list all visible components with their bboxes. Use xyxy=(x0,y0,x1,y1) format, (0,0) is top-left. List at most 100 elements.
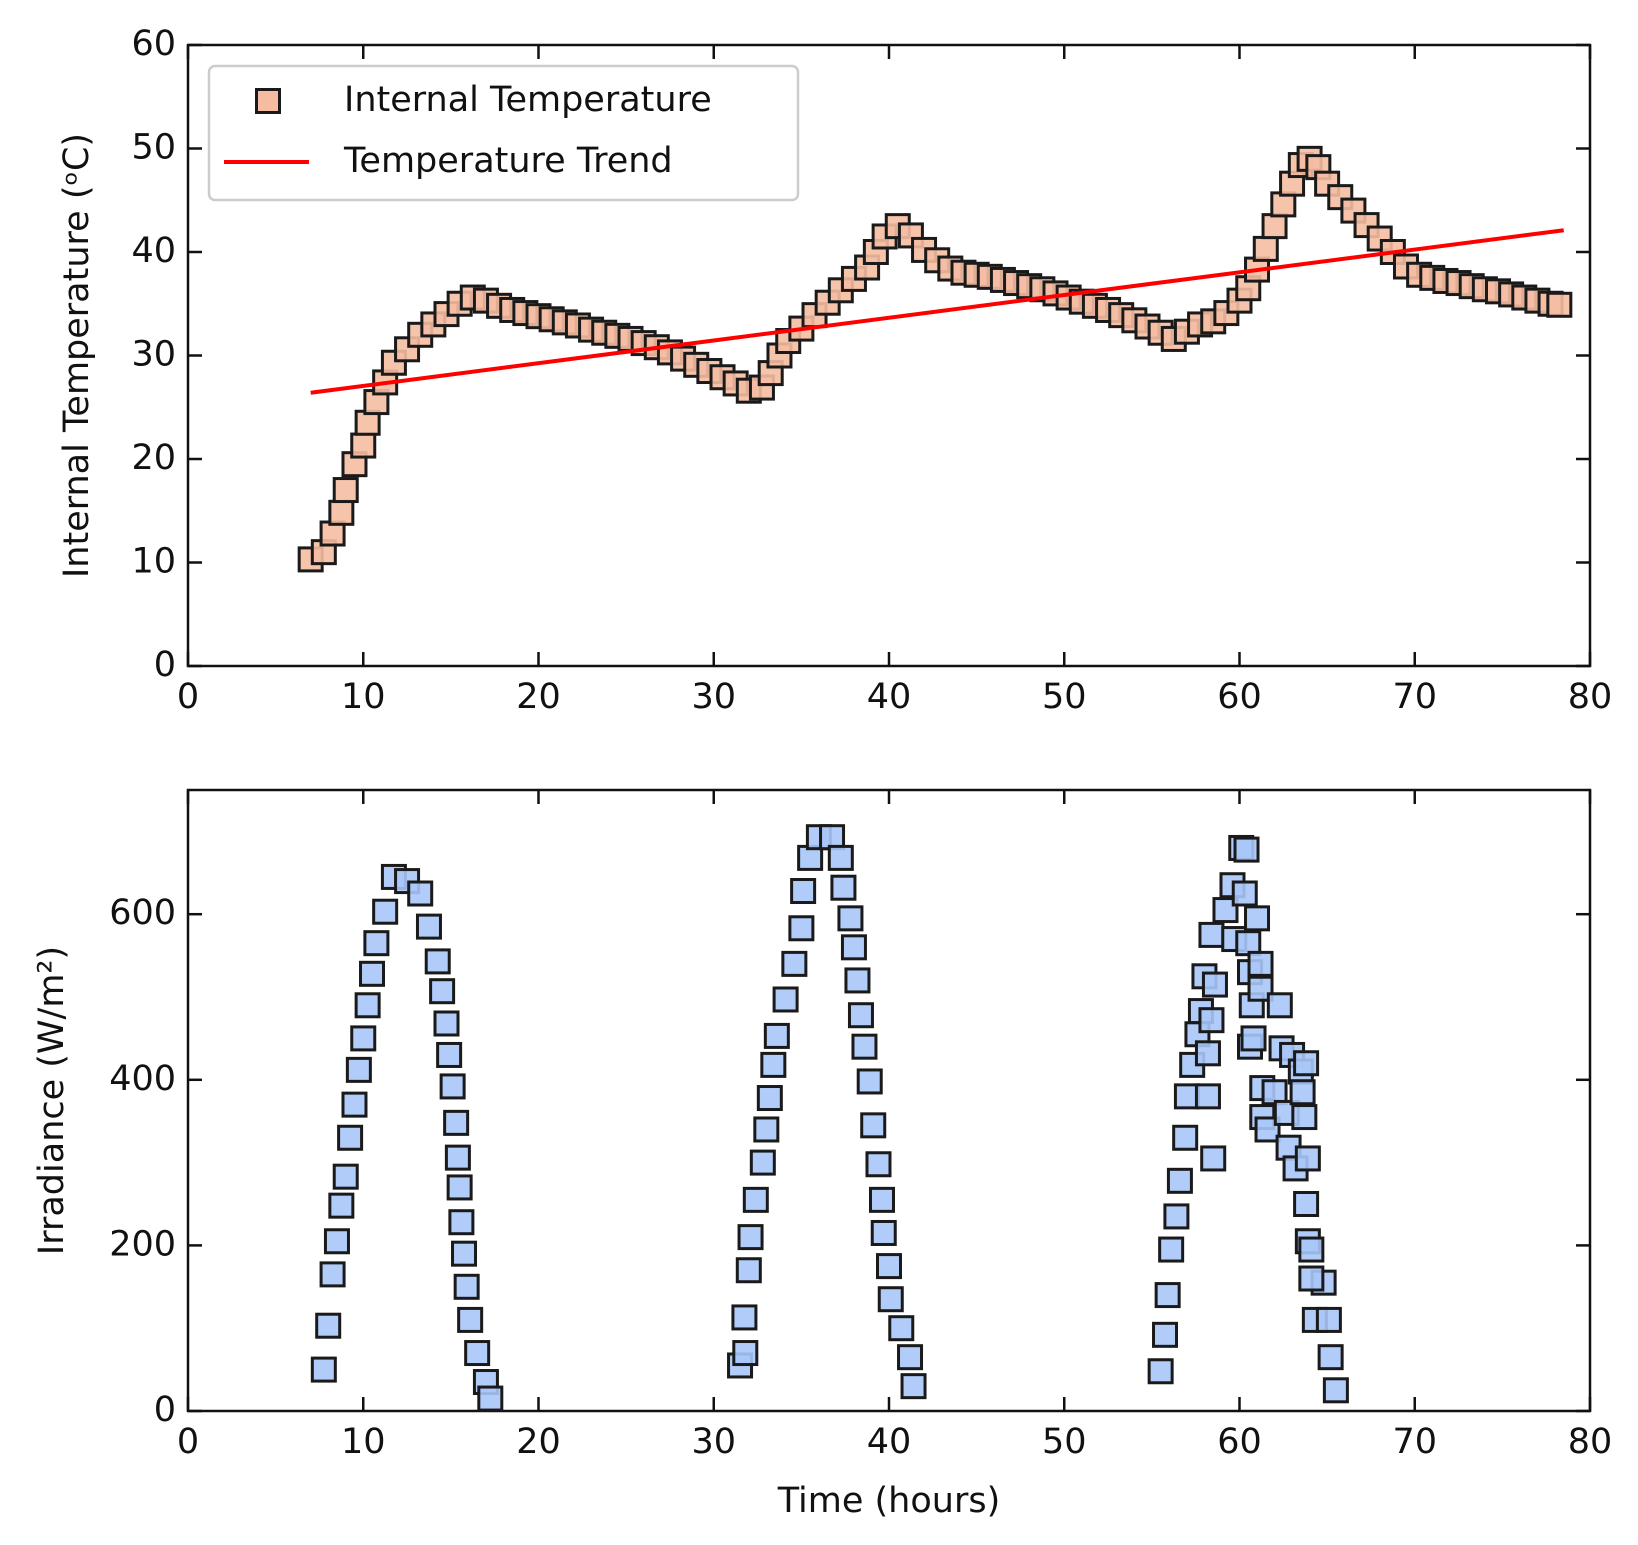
marker xyxy=(876,1253,902,1280)
marker xyxy=(1289,1079,1316,1106)
marker xyxy=(1247,950,1274,977)
marker xyxy=(897,1344,924,1371)
marker xyxy=(756,1085,783,1112)
y-tick-label: 200 xyxy=(109,1224,176,1264)
marker xyxy=(851,1033,878,1060)
x-axis-label: Time (hours) xyxy=(777,1481,1001,1521)
marker xyxy=(1158,1236,1185,1263)
marker xyxy=(444,1144,471,1171)
y-tick-label: 20 xyxy=(131,438,176,478)
marker xyxy=(1166,1167,1193,1194)
marker xyxy=(436,1041,463,1068)
marker xyxy=(439,1073,466,1100)
y-tick-label: 50 xyxy=(131,128,176,168)
marker xyxy=(781,950,808,977)
marker xyxy=(448,1209,475,1236)
x-tick-label: 80 xyxy=(1568,1422,1613,1462)
marker xyxy=(1322,1377,1349,1404)
y-tick-label: 40 xyxy=(131,231,176,271)
marker xyxy=(345,1056,372,1083)
marker xyxy=(350,432,377,459)
marker xyxy=(790,878,817,905)
marker xyxy=(847,1002,874,1029)
marker xyxy=(415,913,442,940)
marker xyxy=(1266,992,1293,1019)
marker xyxy=(1154,1282,1181,1309)
marker xyxy=(328,1192,355,1219)
marker xyxy=(731,1304,758,1331)
marker xyxy=(359,960,386,987)
marker xyxy=(1546,291,1573,318)
marker xyxy=(1231,880,1258,907)
marker xyxy=(464,1340,491,1367)
marker xyxy=(337,1124,364,1151)
marker xyxy=(1291,1104,1318,1131)
x-tick-label: 30 xyxy=(691,677,736,717)
marker xyxy=(860,1112,887,1139)
y-tick-label: 60 xyxy=(131,24,176,64)
marker xyxy=(433,1010,460,1037)
x-tick-label: 40 xyxy=(867,677,912,717)
marker xyxy=(763,1022,790,1049)
marker xyxy=(363,930,390,957)
marker xyxy=(446,1174,473,1201)
marker xyxy=(1198,921,1225,948)
marker xyxy=(1315,1306,1342,1333)
x-tick-label: 10 xyxy=(341,1422,386,1462)
marker xyxy=(1240,1025,1267,1052)
marker xyxy=(900,1373,927,1400)
y-axis-label: Internal Temperature (ᵒC) xyxy=(57,133,97,578)
marker xyxy=(1298,1265,1325,1292)
marker xyxy=(1298,1236,1325,1263)
marker xyxy=(737,1224,764,1251)
x-tick-label: 30 xyxy=(691,1422,736,1462)
x-tick-label: 60 xyxy=(1217,677,1262,717)
legend-box xyxy=(207,64,800,202)
marker xyxy=(1198,1007,1225,1034)
marker xyxy=(1244,905,1271,932)
marker xyxy=(332,477,359,504)
marker xyxy=(407,880,434,907)
marker xyxy=(354,992,381,1019)
y-tick-label: 30 xyxy=(131,335,176,375)
marker xyxy=(856,1068,883,1095)
marker xyxy=(1194,1083,1221,1110)
y-axis-label: Irradiance (W/m²) xyxy=(32,946,72,1255)
marker xyxy=(868,1186,895,1213)
marker xyxy=(1247,975,1274,1002)
marker xyxy=(1254,1116,1281,1143)
y-tick-label: 400 xyxy=(109,1059,176,1099)
x-tick-label: 70 xyxy=(1392,677,1437,717)
marker xyxy=(888,1315,915,1342)
marker xyxy=(332,1163,359,1190)
x-tick-label: 80 xyxy=(1568,677,1613,717)
marker xyxy=(732,1340,759,1367)
marker xyxy=(1293,1050,1320,1077)
marker xyxy=(1252,235,1279,262)
x-tick-label: 50 xyxy=(1042,677,1087,717)
marker xyxy=(1201,971,1228,998)
y-tick-label: 0 xyxy=(154,1390,176,1430)
marker xyxy=(1233,836,1260,863)
marker xyxy=(1261,213,1288,240)
marker xyxy=(772,986,799,1013)
marker xyxy=(760,1051,787,1078)
marker xyxy=(1212,897,1239,924)
x-tick-label: 50 xyxy=(1042,1422,1087,1462)
marker xyxy=(323,1228,350,1255)
marker xyxy=(328,499,355,526)
legend-label: Temperature Trend xyxy=(343,141,673,181)
y-tick-label: 600 xyxy=(109,893,176,933)
x-tick-label: 20 xyxy=(516,677,561,717)
legend-swatch xyxy=(255,88,281,114)
marker xyxy=(1293,1191,1320,1217)
marker xyxy=(735,1257,762,1284)
marker xyxy=(1317,1344,1344,1371)
marker xyxy=(477,1385,504,1412)
marker xyxy=(315,1312,342,1339)
marker xyxy=(1200,1145,1227,1172)
marker xyxy=(319,1261,346,1288)
x-tick-label: 0 xyxy=(177,677,199,717)
x-tick-label: 10 xyxy=(341,677,386,717)
